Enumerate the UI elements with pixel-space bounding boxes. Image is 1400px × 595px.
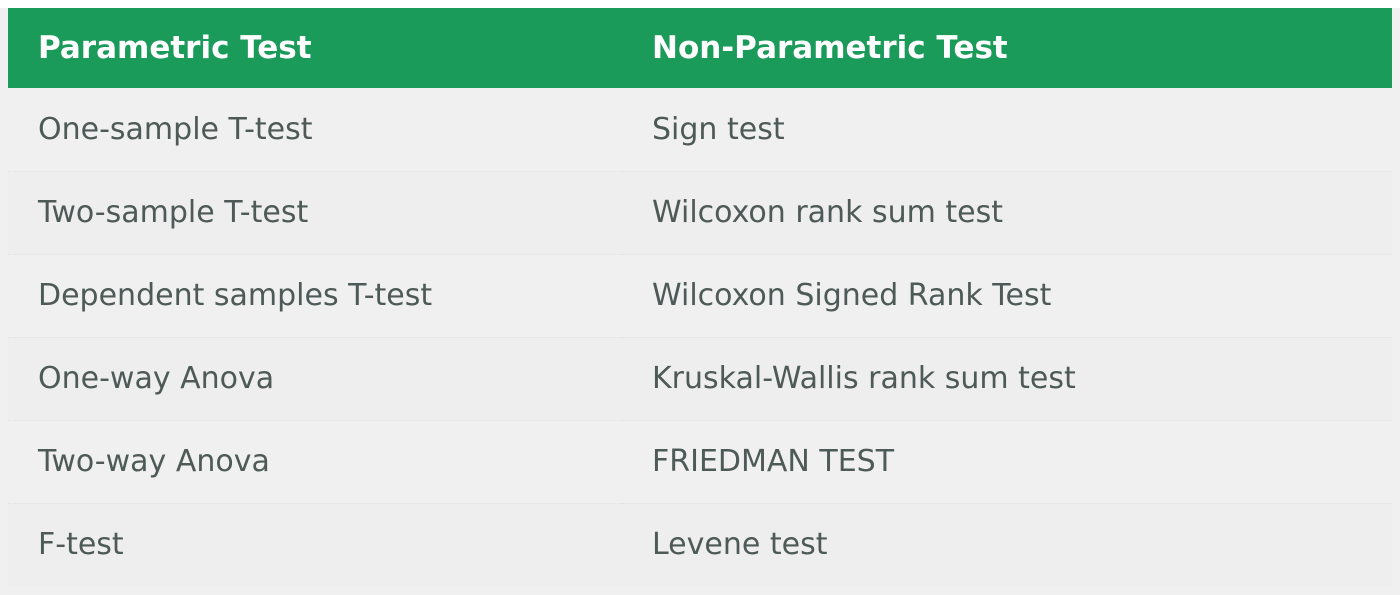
non-parametric-cell: Wilcoxon Signed Rank Test [622, 253, 1392, 337]
parametric-cell: One-sample T-test [38, 111, 313, 147]
non-parametric-cell: FRIEDMAN TEST [622, 419, 1392, 503]
non-parametric-cell: Wilcoxon rank sum test [622, 170, 1392, 254]
parametric-cell: F-test [8, 502, 622, 586]
table-row: Two-way Anova FRIEDMAN TEST [8, 419, 1392, 503]
table-row: F-test Levene test [8, 502, 1392, 586]
parametric-cell: One-way Anova [8, 336, 622, 420]
table-row: Dependent samples T-test Wilcoxon Signed… [8, 253, 1392, 337]
parametric-cell: Dependent samples T-test [8, 253, 622, 337]
table-body: One-sample T-test Sign test Two-sample T… [8, 88, 1392, 586]
non-parametric-cell: Sign test [652, 111, 785, 147]
comparison-table: Parametric Test Non-Parametric Test One-… [8, 8, 1392, 586]
parametric-cell: Two-way Anova [8, 419, 622, 503]
table-row: One-way Anova Kruskal-Wallis rank sum te… [8, 336, 1392, 420]
table-header: Parametric Test Non-Parametric Test [8, 8, 1392, 88]
parametric-cell: Two-sample T-test [8, 170, 622, 254]
table-row: One-sample T-test Sign test [8, 88, 1392, 171]
header-non-parametric: Non-Parametric Test [652, 30, 1008, 66]
header-row: Parametric Test Non-Parametric Test [8, 8, 1392, 88]
non-parametric-cell: Levene test [622, 502, 1392, 586]
top-strip [0, 0, 1400, 8]
header-parametric: Parametric Test [38, 30, 312, 66]
non-parametric-cell: Kruskal-Wallis rank sum test [622, 336, 1392, 420]
table-row: Two-sample T-test Wilcoxon rank sum test [8, 170, 1392, 254]
comparison-table-container: Parametric Test Non-Parametric Test One-… [8, 8, 1392, 595]
